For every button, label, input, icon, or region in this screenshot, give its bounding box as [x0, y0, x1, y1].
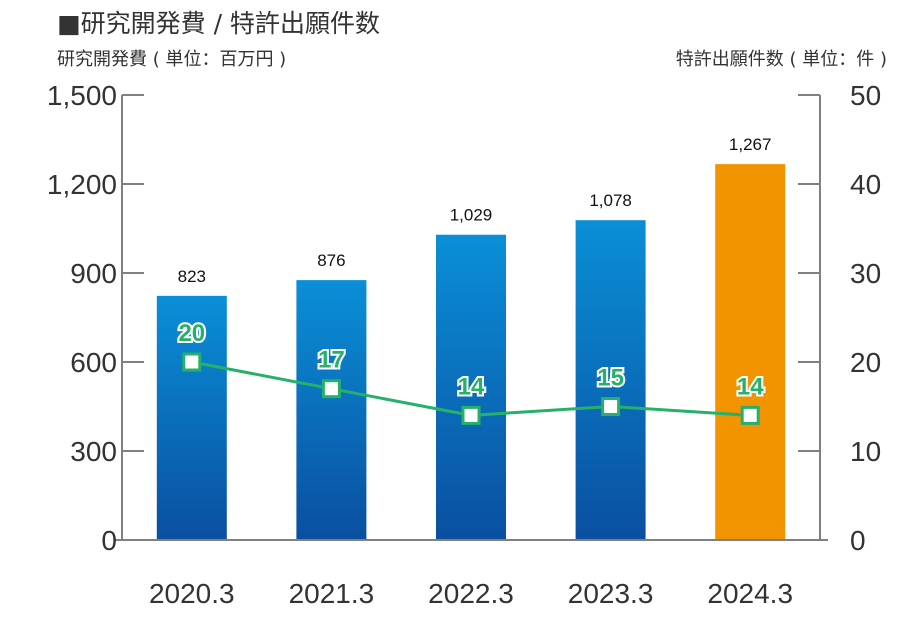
bar-2022.3 — [436, 234, 506, 541]
left-tick-label: 900 — [70, 258, 117, 289]
line-value-label: 20 — [178, 320, 205, 347]
left-tick-label: 0 — [101, 525, 117, 556]
right-tick-label: 20 — [850, 347, 881, 378]
left-tick-label: 300 — [70, 436, 117, 467]
left-axis-title: 研究開発費 ( 単位：百万円 ) — [57, 49, 287, 70]
bar-2023.3 — [575, 220, 646, 540]
left-tick-label: 1,500 — [47, 80, 117, 111]
left-tick-label: 600 — [70, 347, 117, 378]
x-tick-label: 2021.3 — [289, 578, 375, 609]
right-axis-title: 特許出願件数 ( 単位：件 ) — [675, 49, 887, 70]
bar-value-label: 1,267 — [729, 135, 772, 154]
bar-value-label: 1,078 — [589, 191, 632, 210]
line-point-2020.3 — [182, 352, 202, 372]
right-tick-label: 40 — [850, 169, 881, 200]
x-tick-label: 2024.3 — [707, 578, 793, 609]
bar-value-label: 823 — [178, 267, 206, 286]
x-tick-label: 2020.3 — [149, 578, 235, 609]
bar-2021.3 — [296, 280, 367, 540]
chart-title: ■研究開発費 / 特許出願件数 — [57, 9, 380, 38]
line-point-2021.3 — [321, 379, 341, 399]
line-value-label: 14 — [458, 373, 485, 400]
right-tick-label: 10 — [850, 436, 881, 467]
x-tick-label: 2022.3 — [428, 578, 514, 609]
x-tick-label: 2023.3 — [568, 578, 654, 609]
bar-2024.3 — [715, 164, 786, 540]
line-value-label: 17 — [318, 347, 345, 374]
right-tick-label: 50 — [850, 80, 881, 111]
line-value-label: 15 — [597, 365, 624, 392]
right-tick-label: 30 — [850, 258, 881, 289]
line-value-label: 14 — [737, 373, 764, 400]
bar-value-label: 1,029 — [450, 206, 493, 225]
bar-value-label: 876 — [317, 251, 345, 270]
line-point-2022.3 — [461, 405, 481, 425]
line-point-2024.3 — [740, 405, 760, 425]
right-tick-label: 0 — [850, 525, 866, 556]
bar-2020.3 — [156, 295, 227, 540]
left-tick-label: 1,200 — [47, 169, 117, 200]
line-point-2023.3 — [601, 397, 621, 416]
